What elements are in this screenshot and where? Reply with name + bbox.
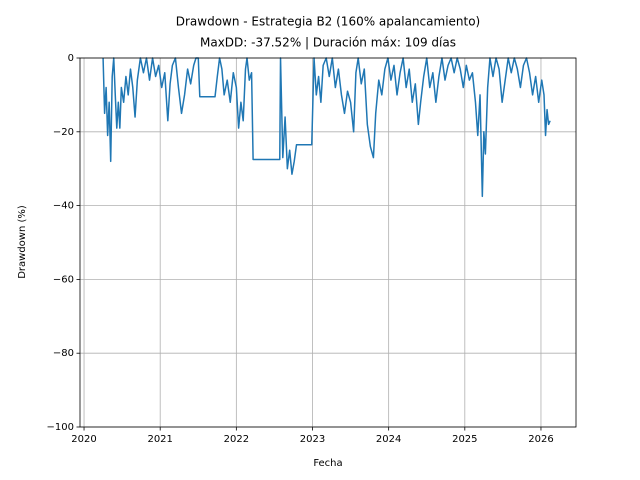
line-series (102, 57, 551, 198)
x-tick-label: 2024 (376, 434, 401, 445)
x-tick-label: 2022 (224, 434, 249, 445)
x-tick-label: 2025 (452, 434, 477, 445)
y-tick-label: −40 (53, 201, 74, 212)
chart-title: Drawdown - Estrategia B2 (160% apalancam… (176, 15, 481, 29)
plot-frame (79, 57, 577, 428)
y-tick-label: 0 (68, 53, 74, 64)
chart-subtitle: MaxDD: -37.52% | Duración máx: 109 días (200, 36, 456, 50)
x-tick-label: 2021 (147, 434, 172, 445)
y-tick-label: −60 (53, 274, 74, 285)
x-tick-label: 2020 (71, 434, 96, 445)
x-tick-label: 2023 (300, 434, 325, 445)
y-tick-label: −100 (47, 422, 74, 433)
x-tick-label: 2026 (528, 434, 553, 445)
y-tick-label: −20 (53, 127, 74, 138)
y-axis-label: Drawdown (%) (17, 205, 28, 279)
x-axis-label: Fecha (313, 458, 342, 469)
y-tick-label: −80 (53, 348, 74, 359)
